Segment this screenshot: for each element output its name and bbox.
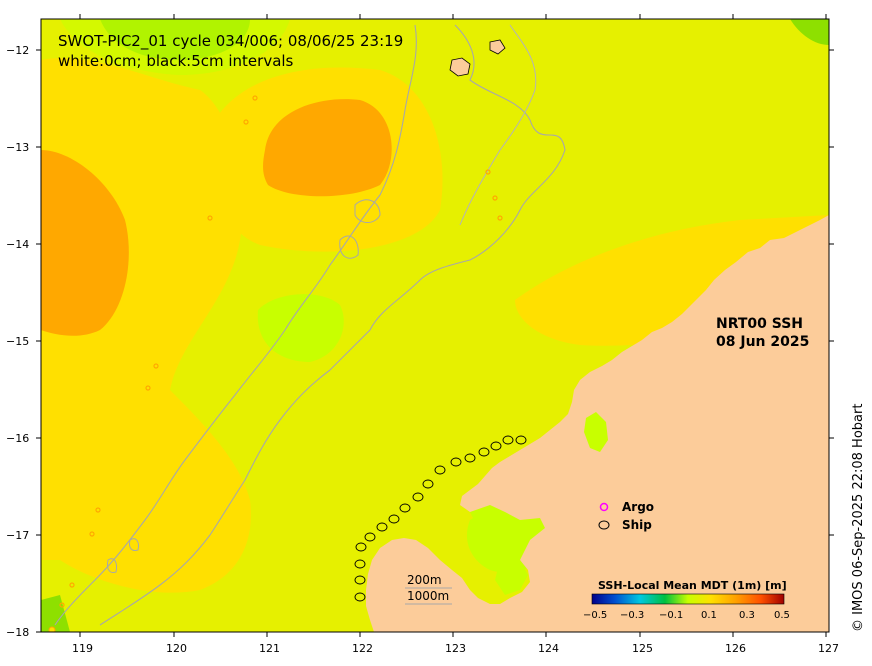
argo-legend-label: Argo bbox=[622, 500, 654, 514]
ship-position bbox=[464, 453, 476, 463]
x-tick-label: 122 bbox=[352, 642, 373, 655]
product-date: 08 Jun 2025 bbox=[716, 334, 809, 350]
x-tick-label: 123 bbox=[445, 642, 466, 655]
ssh-region-orange-north bbox=[263, 99, 392, 197]
ship-position bbox=[412, 492, 424, 502]
y-tick-label: −16 bbox=[6, 432, 29, 445]
argo-float bbox=[95, 507, 101, 513]
ship-position bbox=[388, 514, 400, 524]
ssh-region-lime-north-edge bbox=[60, 19, 290, 75]
contour-200m bbox=[99, 24, 566, 626]
colorbar-gradient bbox=[591, 593, 785, 605]
ship-position bbox=[399, 503, 411, 513]
argo-float bbox=[59, 602, 65, 608]
argo-legend-icon bbox=[599, 502, 609, 512]
colorbar-tick: 0.3 bbox=[739, 610, 755, 621]
map-subtitle: white:0cm; black:5cm intervals bbox=[58, 52, 294, 70]
argo-float bbox=[485, 169, 491, 175]
coast-green-king-sound bbox=[470, 505, 545, 595]
colorbar-tick: −0.3 bbox=[620, 610, 644, 621]
contour-1000m-label: 1000m bbox=[407, 589, 449, 603]
x-tick-label: 120 bbox=[166, 642, 187, 655]
ship-legend-label: Ship bbox=[622, 518, 652, 532]
credit-text: © IMOS 06-Sep-2025 22:08 Hobart bbox=[851, 404, 866, 632]
ship-legend-icon bbox=[598, 520, 610, 530]
y-tick-label: −12 bbox=[6, 44, 29, 57]
contour-legend: 200m 1000m bbox=[405, 573, 452, 605]
map-title: SWOT-PIC2_01 cycle 034/006; 08/06/25 23:… bbox=[58, 32, 403, 51]
product-name: NRT00 SSH bbox=[716, 316, 803, 332]
ssh-region-lime-sw bbox=[41, 595, 70, 632]
ship-position bbox=[434, 465, 446, 475]
colorbar-tick: −0.5 bbox=[583, 610, 607, 621]
ship-position bbox=[450, 457, 462, 467]
argo-markers bbox=[59, 95, 503, 608]
x-tick-label: 119 bbox=[72, 642, 93, 655]
argo-float bbox=[145, 385, 151, 391]
ship-markers bbox=[354, 435, 527, 602]
argo-float bbox=[243, 119, 249, 125]
ssh-region-orange-west bbox=[41, 150, 129, 336]
x-tick-label: 125 bbox=[632, 642, 653, 655]
x-tick-label: 121 bbox=[259, 642, 280, 655]
ship-position bbox=[355, 542, 367, 552]
argo-float bbox=[252, 95, 258, 101]
argo-float bbox=[153, 363, 159, 369]
argo-float bbox=[207, 215, 213, 221]
x-tick-label: 124 bbox=[538, 642, 559, 655]
argo-float bbox=[492, 195, 498, 201]
y-tick-label: −17 bbox=[6, 529, 29, 542]
contour-1000m bbox=[54, 24, 417, 626]
colorbar-tick: 0.1 bbox=[701, 610, 717, 621]
island-1 bbox=[449, 57, 471, 77]
marker-legend: Argo Ship bbox=[598, 500, 654, 532]
colorbar: SSH-Local Mean MDT (1m) [m] −0.5 −0.3 −0… bbox=[583, 579, 790, 621]
ship-position bbox=[490, 441, 502, 451]
reef-outline-3 bbox=[129, 538, 139, 551]
reef-outline-1 bbox=[354, 199, 381, 223]
contour-200m-label: 200m bbox=[407, 573, 442, 587]
reef-outline-4 bbox=[107, 558, 117, 573]
contour-shelf-break bbox=[459, 24, 537, 226]
ssh-region-lime-center bbox=[257, 294, 344, 362]
ship-position bbox=[354, 592, 366, 602]
ship-position bbox=[422, 479, 434, 489]
colorbar-title: SSH-Local Mean MDT (1m) [m] bbox=[598, 579, 787, 592]
ship-position bbox=[376, 522, 388, 532]
island-2 bbox=[489, 39, 506, 55]
coast-green-bay bbox=[584, 412, 608, 452]
ship-position bbox=[515, 435, 527, 445]
argo-float bbox=[497, 215, 503, 221]
y-tick-label: −15 bbox=[6, 335, 29, 348]
ship-position bbox=[354, 559, 366, 569]
argo-float-edge bbox=[48, 626, 56, 632]
x-tick-label: 127 bbox=[818, 642, 839, 655]
reef-outline-2 bbox=[339, 235, 359, 259]
argo-float bbox=[69, 582, 75, 588]
map-plot-area bbox=[41, 19, 829, 632]
ship-position bbox=[502, 435, 514, 445]
x-tick-label: 126 bbox=[725, 642, 746, 655]
y-tick-label: −18 bbox=[6, 626, 29, 639]
ship-position bbox=[478, 447, 490, 457]
y-tick-label: −13 bbox=[6, 141, 29, 154]
y-tick-label: −14 bbox=[6, 238, 29, 251]
ship-position bbox=[364, 532, 376, 542]
ship-position bbox=[354, 575, 366, 585]
colorbar-tick: −0.1 bbox=[659, 610, 683, 621]
colorbar-tick: 0.5 bbox=[774, 610, 790, 621]
y-axis bbox=[36, 49, 834, 633]
ssh-region-green-northeast bbox=[790, 19, 829, 45]
x-axis bbox=[79, 14, 827, 637]
argo-float bbox=[89, 531, 95, 537]
plot-frame bbox=[40, 18, 830, 633]
